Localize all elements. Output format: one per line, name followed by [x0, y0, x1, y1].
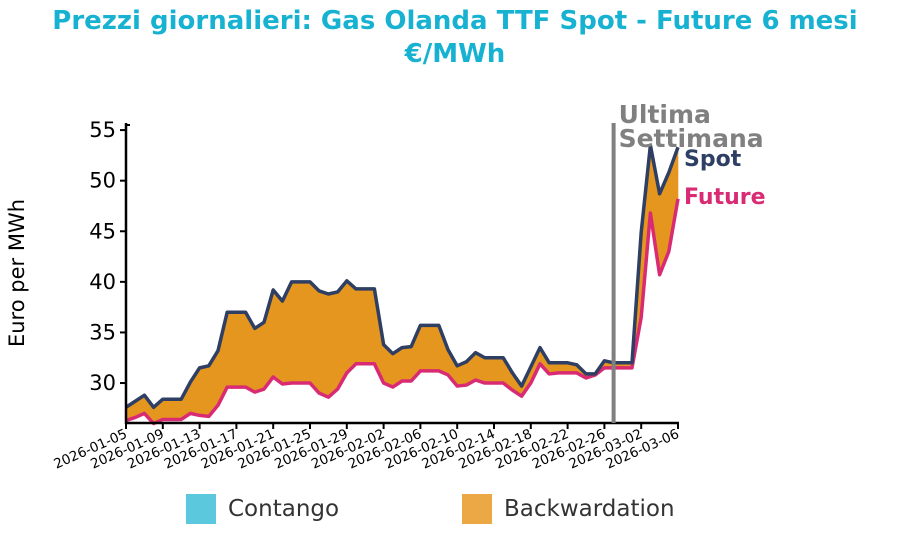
spread-fill-segment: [346, 280, 357, 374]
chart-title: Prezzi giornalieri: Gas Olanda TTF Spot …: [52, 6, 858, 36]
spread-fill-segment: [254, 321, 265, 393]
spread-fill-segment: [309, 281, 320, 394]
spread-fill-segment: [272, 289, 283, 385]
spread-fill-segment: [291, 281, 302, 384]
spread-fill-segment: [171, 398, 182, 420]
y-tick-label: 30: [89, 371, 116, 395]
legend-contango: Contango: [186, 494, 339, 524]
chart-subtitle: €/MWh: [404, 39, 506, 69]
spread-fill-segment: [318, 290, 329, 398]
spread-fill-segment: [328, 291, 338, 398]
y-tick-label: 45: [89, 219, 116, 243]
legend-label-contango: Contango: [228, 496, 340, 522]
spread-fill-segment: [355, 288, 366, 365]
legend-swatch-contango: [186, 494, 216, 524]
spread-fill-segment: [429, 325, 440, 372]
spread-fill-segment: [364, 288, 375, 365]
legend-backwardation: Backwardation: [462, 494, 675, 524]
spread-fill-segment: [300, 281, 311, 384]
spread-fill-segment: [401, 346, 412, 382]
spread-fill-segment: [420, 325, 430, 372]
annotation-label-line1: Ultima: [619, 100, 711, 129]
spread-fill-segment: [199, 365, 210, 417]
series-label-spot: Spot: [684, 147, 742, 172]
series-line-future: [125, 198, 680, 426]
spread-fill-segment: [162, 398, 173, 420]
legend-swatch-backwardation: [462, 494, 492, 524]
y-tick-label: 35: [89, 320, 116, 344]
spread-fill-segment: [226, 311, 237, 388]
y-tick-label: 40: [89, 270, 116, 294]
annotation-label-line2: Settimana: [619, 124, 764, 153]
series-label-future: Future: [684, 185, 766, 210]
y-tick-label: 55: [89, 118, 116, 142]
spread-fill-segment: [236, 311, 246, 388]
series-line-spot: [125, 143, 680, 410]
spread-fill-segment: [493, 357, 504, 384]
y-axis-label: Euro per MWh: [5, 199, 29, 347]
y-tick-label: 50: [89, 169, 116, 193]
legend-label-backwardation: Backwardation: [504, 496, 675, 522]
spread-fill-segment: [484, 357, 495, 384]
